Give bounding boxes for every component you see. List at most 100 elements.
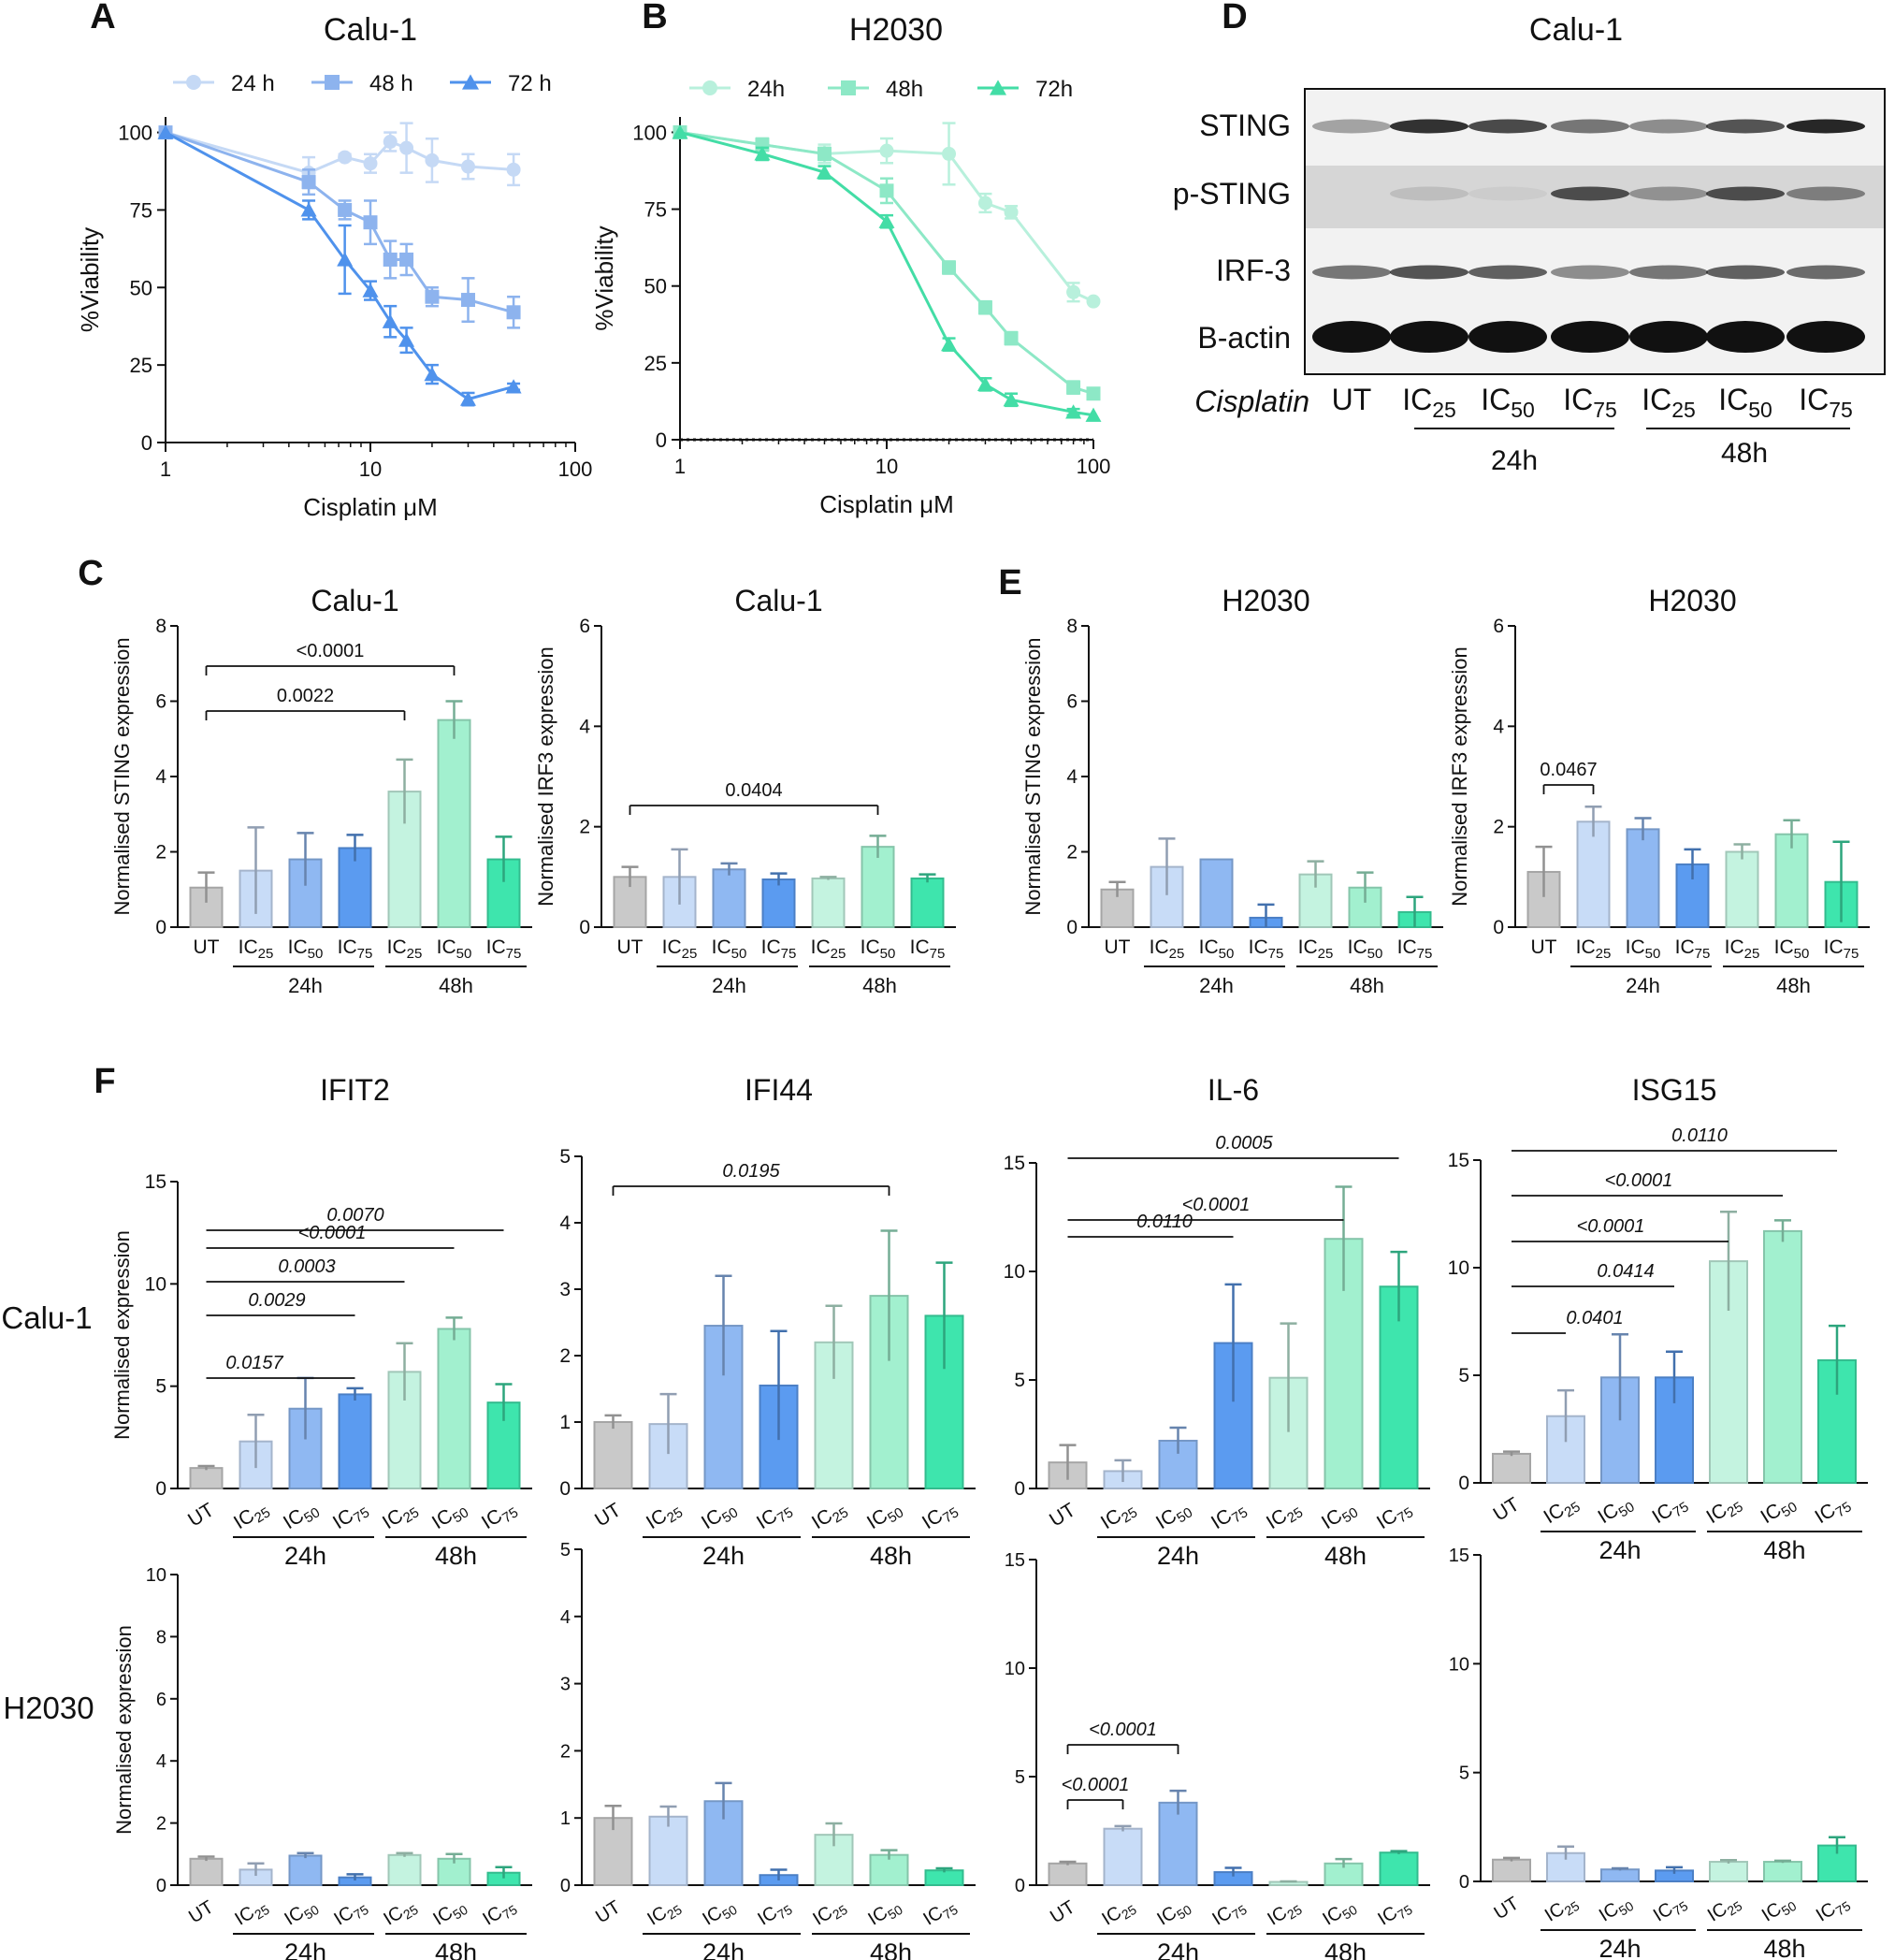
y-tick-label: 2	[559, 1345, 571, 1367]
group-label: 48h	[1763, 1935, 1805, 1960]
data-point	[1086, 386, 1101, 401]
x-tick-label: IC50	[429, 1895, 470, 1932]
y-tick-label: 0	[1015, 1876, 1025, 1896]
bar	[1048, 1862, 1088, 1887]
x-tick-label: IC75	[1374, 1895, 1415, 1932]
band	[1312, 321, 1391, 353]
series-2: 72h	[672, 77, 1102, 422]
y-tick-label: 0	[560, 1876, 571, 1896]
x-tick-label: IC25	[1098, 1895, 1139, 1932]
x-tick-label: IC25	[231, 1895, 272, 1932]
x-tick-label: IC75	[1650, 1891, 1691, 1928]
series-line	[679, 130, 1094, 417]
x-tick-label: IC25	[1704, 1891, 1745, 1928]
y-tick-label: 2	[1066, 842, 1078, 864]
y-tick-label: 5	[155, 1376, 166, 1398]
y-tick-label: 10	[1448, 1257, 1469, 1279]
y-tick-label: 5	[1458, 1365, 1469, 1387]
y-tick-label: 0	[1066, 917, 1078, 938]
irf3-bands	[1312, 265, 1865, 280]
data-point	[398, 332, 415, 347]
data-point	[363, 215, 378, 230]
data-point	[941, 337, 958, 352]
bar	[189, 1467, 224, 1489]
group-label: 48h	[1776, 974, 1811, 997]
band	[1629, 119, 1708, 134]
y-tick-label: 75	[644, 198, 667, 222]
group-label: 24h	[1157, 1938, 1199, 1960]
data-point	[338, 202, 353, 217]
p-value-label: 0.0022	[277, 686, 334, 706]
group-label: 48h	[870, 1938, 912, 1960]
p-value-label: <0.0001	[1605, 1170, 1673, 1191]
x-tick-label: IC75	[329, 1497, 372, 1537]
x-tick-label: IC25	[1263, 1497, 1306, 1537]
band	[1787, 265, 1865, 280]
band	[1706, 321, 1785, 353]
legend-label: 72 h	[508, 71, 552, 96]
bar-chart-3: Calu-1 0 2 4 6 Normalised IRF3 expression UT IC…	[534, 584, 956, 997]
x-tick-label: IC50	[1596, 1891, 1637, 1928]
x-tick-label: IC50	[1626, 936, 1661, 962]
chart-title: H2030	[1648, 584, 1736, 617]
x-tick-label: IC25	[1725, 936, 1760, 962]
legend-label: 24h	[747, 77, 785, 102]
p-value-label: <0.0001	[1089, 1720, 1157, 1740]
x-tick-label: UT	[185, 1897, 217, 1928]
group-label: 24h	[712, 974, 746, 997]
data-point	[990, 80, 1006, 95]
bar	[761, 878, 796, 928]
x-tick-label: IC75	[1397, 936, 1433, 962]
band	[1390, 265, 1468, 280]
data-point	[337, 252, 354, 267]
x-tick-label: IC50	[288, 936, 324, 962]
group-label: 24h	[702, 1938, 745, 1960]
x-tick-label: IC25	[644, 1895, 685, 1932]
data-point	[325, 75, 340, 90]
x-tick-label: UT	[1105, 936, 1131, 958]
group-label: 48h	[870, 1542, 912, 1570]
bar	[1626, 828, 1660, 928]
y-tick-label: 10	[1005, 1659, 1025, 1679]
data-point	[754, 146, 771, 161]
x-tick-label: IC50	[1758, 1891, 1800, 1928]
x-tick-label: 1	[674, 455, 686, 478]
x-tick-label: IC50	[712, 936, 747, 962]
data-point	[1004, 205, 1019, 220]
y-tick-label: 100	[118, 122, 152, 145]
p-value-label: 0.0414	[1597, 1261, 1654, 1282]
y-axis-label: Normalised STING expression	[110, 637, 134, 915]
y-tick-label: 2	[560, 1741, 571, 1762]
x-tick-label: IC75	[338, 936, 373, 962]
p-value-label: 0.0110	[1136, 1212, 1193, 1232]
data-point	[383, 252, 398, 267]
x-tick-label: IC25	[1097, 1497, 1140, 1537]
y-tick-label: 5	[1459, 1764, 1469, 1784]
bar-chart-12: 0 5 10 15 UT IC25 IC50 IC75 IC25 IC50 IC75 24h 48h <0…	[1005, 1550, 1430, 1960]
x-tick-label: IC75	[754, 1895, 795, 1932]
p-value-label: 0.0467	[1540, 760, 1597, 780]
panel-letter-c: C	[78, 554, 103, 593]
p-value-label: <0.0001	[298, 1223, 367, 1243]
y-tick-label: 10	[146, 1565, 166, 1586]
y-tick-label: 10	[1449, 1654, 1469, 1675]
panel-letter-a: A	[90, 0, 115, 36]
x-tick-label: IC25	[239, 936, 274, 962]
data-point	[383, 135, 398, 150]
x-tick-label: IC25	[643, 1497, 686, 1537]
x-tick-label: IC75	[478, 1497, 521, 1537]
x-tick-label: UT	[184, 1499, 218, 1531]
panel-letter-f: F	[94, 1062, 115, 1101]
x-tick-label: IC75	[761, 936, 797, 962]
band	[1551, 119, 1629, 134]
data-point	[1004, 331, 1019, 346]
band	[1390, 186, 1468, 201]
x-tick-label: IC50	[1153, 1895, 1194, 1932]
y-axis-label: Normalised IRF3 expression	[1448, 646, 1471, 907]
x-tick-label: IC25	[1642, 383, 1696, 422]
bar	[1158, 1801, 1198, 1886]
x-tick-label: UT	[194, 936, 220, 958]
row-label: Calu-1	[1, 1300, 92, 1335]
